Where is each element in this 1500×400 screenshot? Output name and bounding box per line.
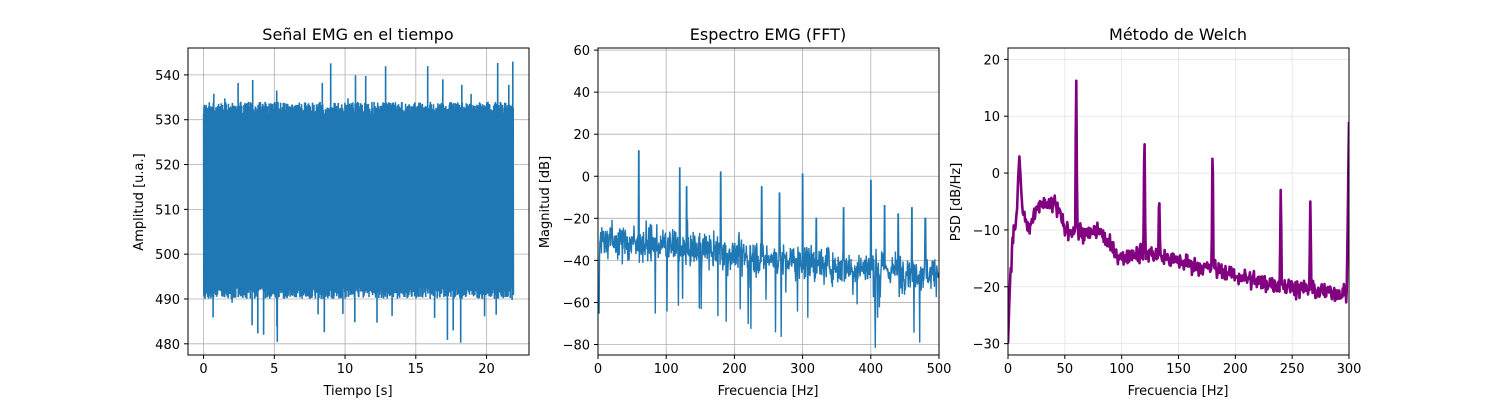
x-tick-label: 15	[408, 362, 425, 377]
y-tick-label: −20	[563, 212, 590, 227]
y-tick-label: 500	[155, 248, 180, 263]
y-tick-label: 10	[983, 110, 1000, 125]
y-axis-label: PSD [dB/Hz]	[949, 163, 964, 242]
panel-time-signal: Señal EMG en el tiempo Tiempo [s] Amplit…	[132, 25, 530, 399]
x-tick-label: 500	[927, 362, 952, 377]
x-tick-label: 0	[199, 362, 207, 377]
x-axis-label: Tiempo [s]	[322, 384, 392, 399]
y-tick-label: 490	[155, 293, 180, 308]
x-tick-label: 0	[594, 362, 602, 377]
x-tick-label: 100	[654, 362, 679, 377]
x-tick-label: 250	[1280, 362, 1305, 377]
axes-frame	[597, 47, 940, 356]
y-tick-label: 480	[155, 338, 180, 353]
y-tick-label: −30	[973, 338, 1000, 353]
x-tick-label: 100	[1109, 362, 1134, 377]
y-tick-label: 510	[155, 203, 180, 218]
x-tick-label: 200	[1223, 362, 1248, 377]
y-axis-label: Amplitud [u.a.]	[132, 153, 147, 250]
y-tick-label: 20	[573, 128, 590, 143]
x-axis-label: Frecuencia [Hz]	[1128, 384, 1229, 399]
x-tick-label: 50	[1057, 362, 1074, 377]
chart-title: Método de Welch	[1109, 25, 1247, 44]
y-tick-label: −10	[973, 224, 1000, 239]
x-tick-label: 0	[1004, 362, 1012, 377]
y-tick-label: 540	[155, 69, 180, 84]
panel-fft-spectrum: Espectro EMG (FFT) Frecuencia [Hz] Magni…	[538, 25, 951, 399]
y-tick-label: 530	[155, 114, 180, 129]
y-tick-label: −80	[563, 338, 590, 353]
x-tick-label: 400	[858, 362, 883, 377]
x-tick-label: 200	[722, 362, 747, 377]
series-line-fft	[598, 150, 939, 348]
chart-title: Espectro EMG (FFT)	[690, 25, 846, 44]
axes-frame	[187, 47, 530, 356]
x-tick-label: 5	[270, 362, 278, 377]
y-tick-label: −20	[973, 281, 1000, 296]
x-tick-label: 300	[1337, 362, 1362, 377]
y-tick-label: 20	[983, 53, 1000, 68]
x-tick-label: 10	[337, 362, 354, 377]
y-tick-label: −40	[563, 254, 590, 269]
y-tick-label: 0	[582, 170, 590, 185]
x-tick-label: 300	[790, 362, 815, 377]
y-tick-label: 60	[573, 44, 590, 59]
y-tick-label: 520	[155, 159, 180, 174]
panel-welch: Método de Welch Frecuencia [Hz] PSD [dB/…	[949, 25, 1361, 399]
y-tick-label: −60	[563, 296, 590, 311]
x-axis-label: Frecuencia [Hz]	[718, 384, 819, 399]
x-tick-label: 20	[478, 362, 495, 377]
chart-title: Señal EMG en el tiempo	[262, 25, 453, 44]
y-axis-label: Magnitud [dB]	[538, 156, 553, 248]
x-tick-label: 150	[1166, 362, 1191, 377]
y-tick-label: 0	[992, 167, 1000, 182]
series-line-emg-signal	[202, 61, 515, 343]
y-tick-label: 40	[573, 86, 590, 101]
series-line-welch-psd	[1008, 79, 1349, 344]
